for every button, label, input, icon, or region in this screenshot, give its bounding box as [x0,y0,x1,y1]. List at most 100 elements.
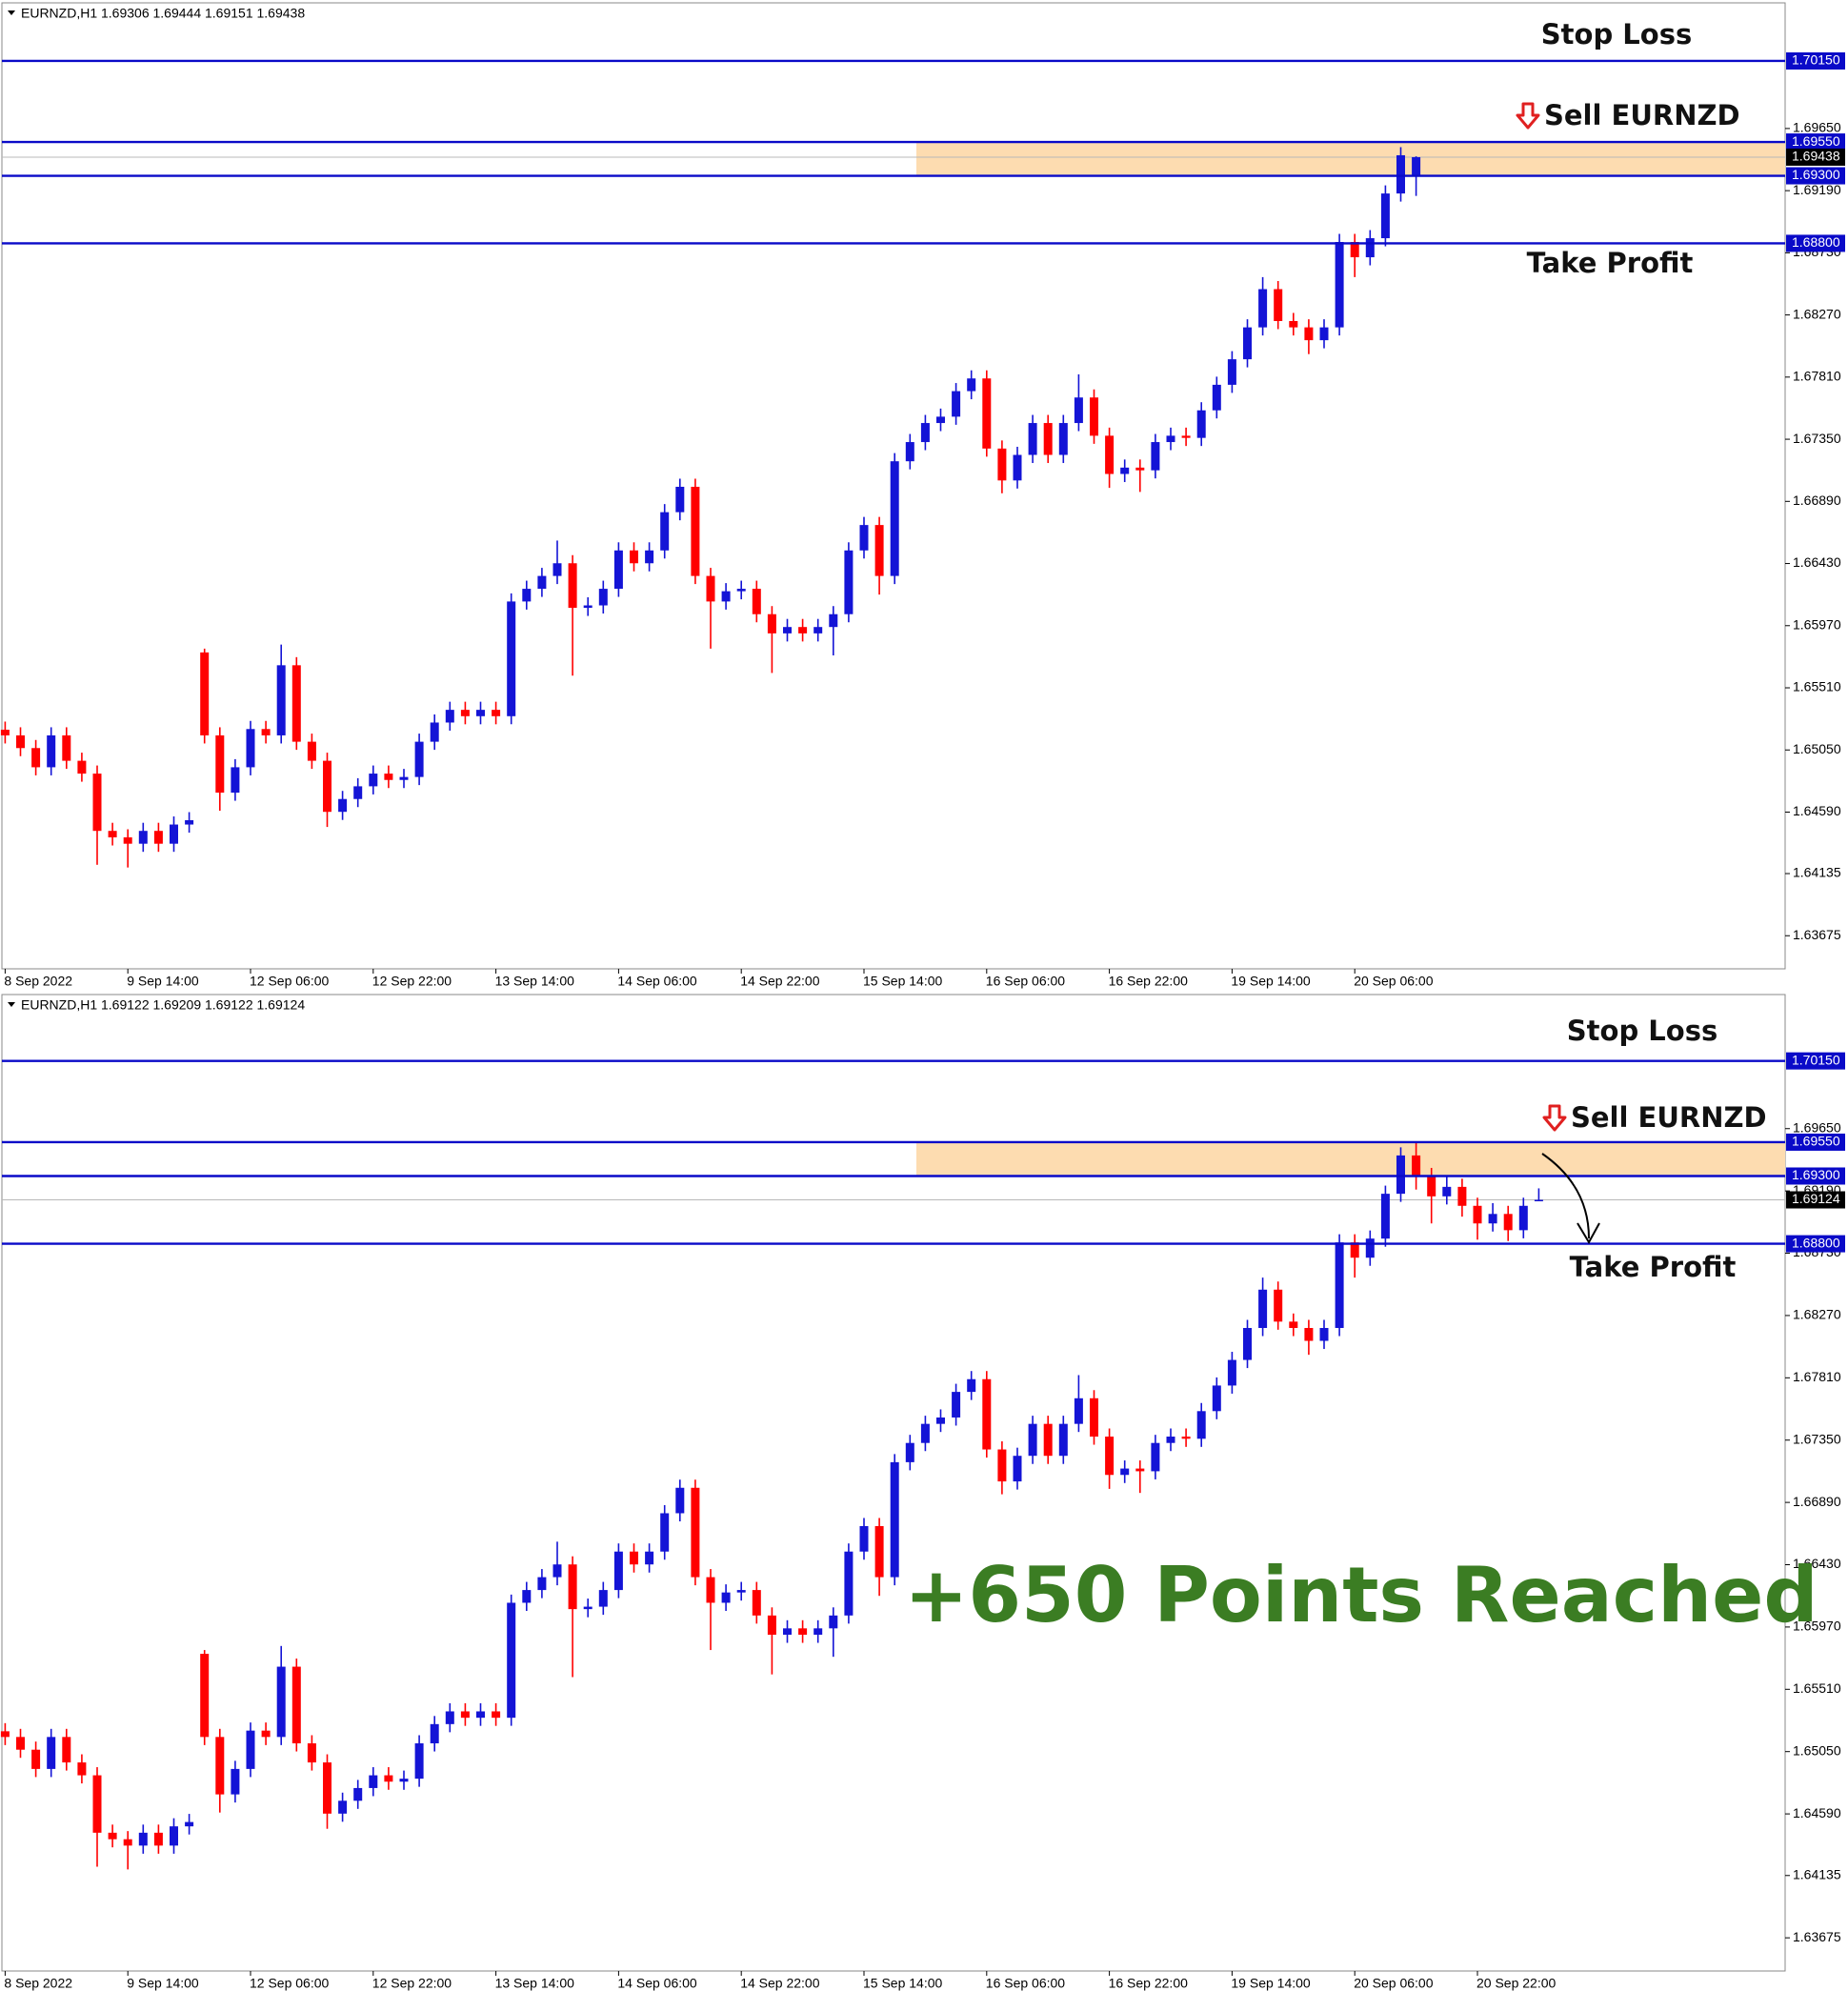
candle-body [1135,1468,1145,1472]
candle-body [798,1628,808,1636]
x-tick-label: 14 Sep 22:00 [740,974,820,989]
current-price-label: 1.69124 [1792,1191,1840,1206]
chart-header: EURNZD,H1 1.69122 1.69209 1.69122 1.6912… [21,997,305,1013]
candle-body [77,1762,87,1776]
x-tick-label: 15 Sep 14:00 [863,974,943,989]
candle-body [568,1564,577,1610]
candle-body [936,416,945,424]
candle-body [1227,359,1236,385]
candle-body [246,1730,255,1769]
candle-body [859,1525,869,1552]
candle-body [598,1590,608,1607]
level-label: 1.70150 [1792,1052,1840,1067]
candle-body [1028,1423,1037,1457]
candle-body [1289,1321,1298,1329]
candle-body [706,1577,715,1603]
x-tick-label: 14 Sep 22:00 [740,1976,820,1991]
level-label: 1.68800 [1792,1235,1840,1250]
candle-body [399,776,409,780]
x-tick-label: 8 Sep 2022 [4,974,72,989]
candle-body [261,729,271,735]
candle-body [1319,327,1329,341]
candle-body [767,1615,776,1636]
x-tick-label: 9 Sep 14:00 [127,1976,199,1991]
candle-body [890,1461,899,1578]
candle-body [752,1590,761,1616]
candle-body [890,461,899,576]
candle-body [384,774,393,780]
entry-zone [916,1141,1785,1176]
candle-body [108,1832,117,1840]
candle-body [874,1525,884,1578]
candle-body [492,710,501,716]
candle-body [476,710,485,716]
stop-loss-label: Stop Loss [1567,1015,1717,1047]
candle-body [1488,1214,1497,1224]
candle-body [552,563,562,576]
candle-body [997,1449,1007,1482]
stop-loss-label: Stop Loss [1541,18,1692,50]
candle-body [246,729,255,768]
candle-body [1304,327,1314,341]
candle-body [307,1743,316,1763]
candle-body [905,442,914,462]
sell-arrow-icon [1516,102,1540,130]
candle-body [645,550,654,564]
candle-body [353,1787,363,1801]
candle-body [1335,242,1344,328]
candle-body [1196,410,1206,438]
candle-body [138,1832,148,1846]
x-tick-label: 14 Sep 06:00 [617,1976,697,1991]
candle-body [414,1743,424,1780]
candle-body [1043,1423,1053,1457]
candle-body [1274,289,1283,321]
y-tick-label: 1.64590 [1793,803,1841,818]
candle-body [476,1711,485,1719]
candle-body [1350,242,1359,258]
candle-body [1181,435,1191,438]
candle-body [215,734,225,794]
y-tick-label: 1.64135 [1793,1866,1841,1881]
y-tick-label: 1.64135 [1793,865,1841,880]
candle-body [1212,1385,1221,1412]
move-arrow [1541,1153,1590,1239]
candle-body [16,1737,25,1750]
candle-body [814,1628,823,1636]
candle-body [522,1590,532,1603]
candle-body [1181,1437,1191,1439]
candle-body [200,1654,210,1738]
candle-body [829,613,838,628]
candle-body [1243,1328,1252,1360]
y-tick-label: 1.65050 [1793,1742,1841,1758]
candle-body [47,1737,56,1769]
candle-body [1090,397,1098,436]
level-label-box [1786,51,1845,70]
candle-body [153,1832,163,1846]
candle-body [874,525,884,576]
move-arrow-head [1577,1222,1600,1245]
candle-body [660,1513,670,1552]
x-tick-label: 14 Sep 06:00 [617,974,697,989]
candle-body [170,824,178,844]
candle-body [997,448,1007,481]
candle-body [1335,1242,1344,1329]
candle-body [1319,1328,1329,1341]
candle-body [613,1551,623,1591]
candle-body [215,1737,225,1795]
candle-body [752,589,761,614]
candle-body [369,774,378,787]
candle-body [675,486,685,513]
candle-body [445,710,454,723]
candle-body [185,1821,194,1827]
candle-body [736,589,746,592]
candle-body [783,1628,792,1636]
candle-body [62,734,71,761]
candle-body [430,722,439,742]
y-tick-label: 1.65970 [1793,616,1841,632]
candle-body [630,1551,638,1565]
candle-body [920,1423,930,1443]
level-label-box [1786,1167,1845,1185]
x-tick-label: 8 Sep 2022 [4,1976,72,1991]
candle-body [952,391,961,417]
candle-body [1518,1205,1528,1231]
